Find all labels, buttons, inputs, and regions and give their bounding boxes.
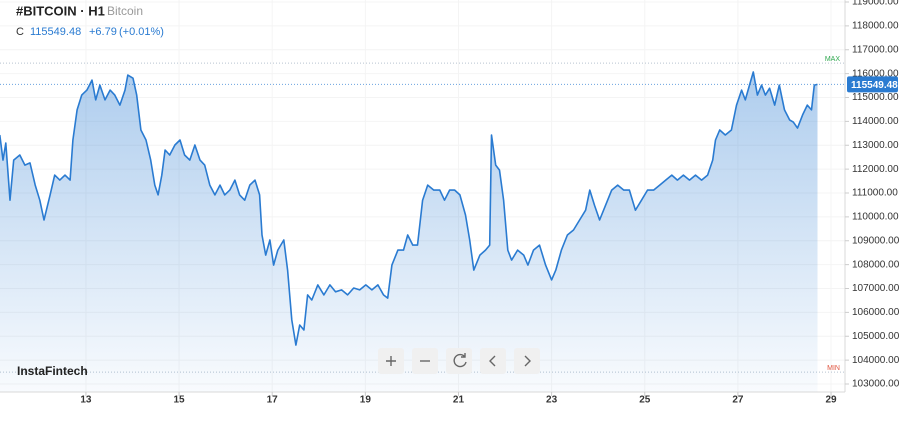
y-tick-label: 111000.00 [852, 188, 898, 199]
plot: MAX MIN [0, 56, 845, 392]
subtitle: Bitcoin [107, 4, 143, 18]
zoom-out-button[interactable] [412, 348, 438, 374]
area-fill [0, 72, 818, 392]
y-tick-label: 116000.00 [852, 68, 899, 79]
watermark: InstaFintech [17, 364, 88, 378]
level-label: MAX [825, 56, 841, 63]
y-tick-label: 107000.00 [852, 283, 900, 294]
y-tick-label: 108000.00 [852, 259, 900, 270]
y-tick-label: 106000.00 [852, 307, 900, 318]
y-tick-label: 105000.00 [852, 331, 900, 342]
scroll-right-button[interactable] [514, 348, 540, 374]
zoom-controls [378, 348, 540, 374]
change: +6.79 [89, 26, 117, 38]
price-tag [847, 76, 898, 93]
chart-title: #BITCOIN · H1 [16, 3, 105, 18]
y-tick-label: 109000.00 [852, 235, 900, 246]
y-tick-label: 103000.00 [852, 379, 900, 390]
y-tick-label: 115000.00 [852, 92, 899, 103]
y-tick-label: 117000.00 [852, 44, 899, 55]
change-pct: (+0.01%) [119, 26, 164, 38]
zoom-in-button[interactable] [378, 348, 404, 374]
x-tick-label: 13 [80, 395, 92, 406]
x-tick-label: 19 [360, 395, 372, 406]
y-tick-label: 114000.00 [852, 116, 899, 127]
y-tick-label: 110000.00 [852, 212, 899, 223]
price-tag-label: 115549.48 [851, 80, 898, 91]
x-tick-label: 27 [732, 395, 744, 406]
y-tick-label: 118000.00 [852, 21, 899, 32]
x-tick-label: 17 [267, 395, 279, 406]
scroll-left-button[interactable] [480, 348, 506, 374]
x-tick-label: 23 [546, 395, 558, 406]
close-label: C [16, 26, 24, 38]
x-tick-label: 29 [825, 395, 837, 406]
y-tick-label: 119000.00 [852, 0, 899, 8]
y-tick-label: 104000.00 [852, 355, 900, 366]
x-tick-label: 25 [639, 395, 651, 406]
x-tick-label: 15 [173, 395, 185, 406]
level-label: MIN [827, 365, 840, 372]
price-line [0, 71, 818, 346]
axes: 103000.00 104000.00 105000.00 106000.00 1070… [80, 0, 899, 406]
y-tick-label: 113000.00 [852, 140, 899, 151]
close-value: 115549.48 [30, 26, 81, 38]
y-tick-label: 112000.00 [852, 164, 899, 175]
reset-button[interactable] [446, 348, 472, 374]
x-tick-label: 21 [453, 395, 465, 406]
